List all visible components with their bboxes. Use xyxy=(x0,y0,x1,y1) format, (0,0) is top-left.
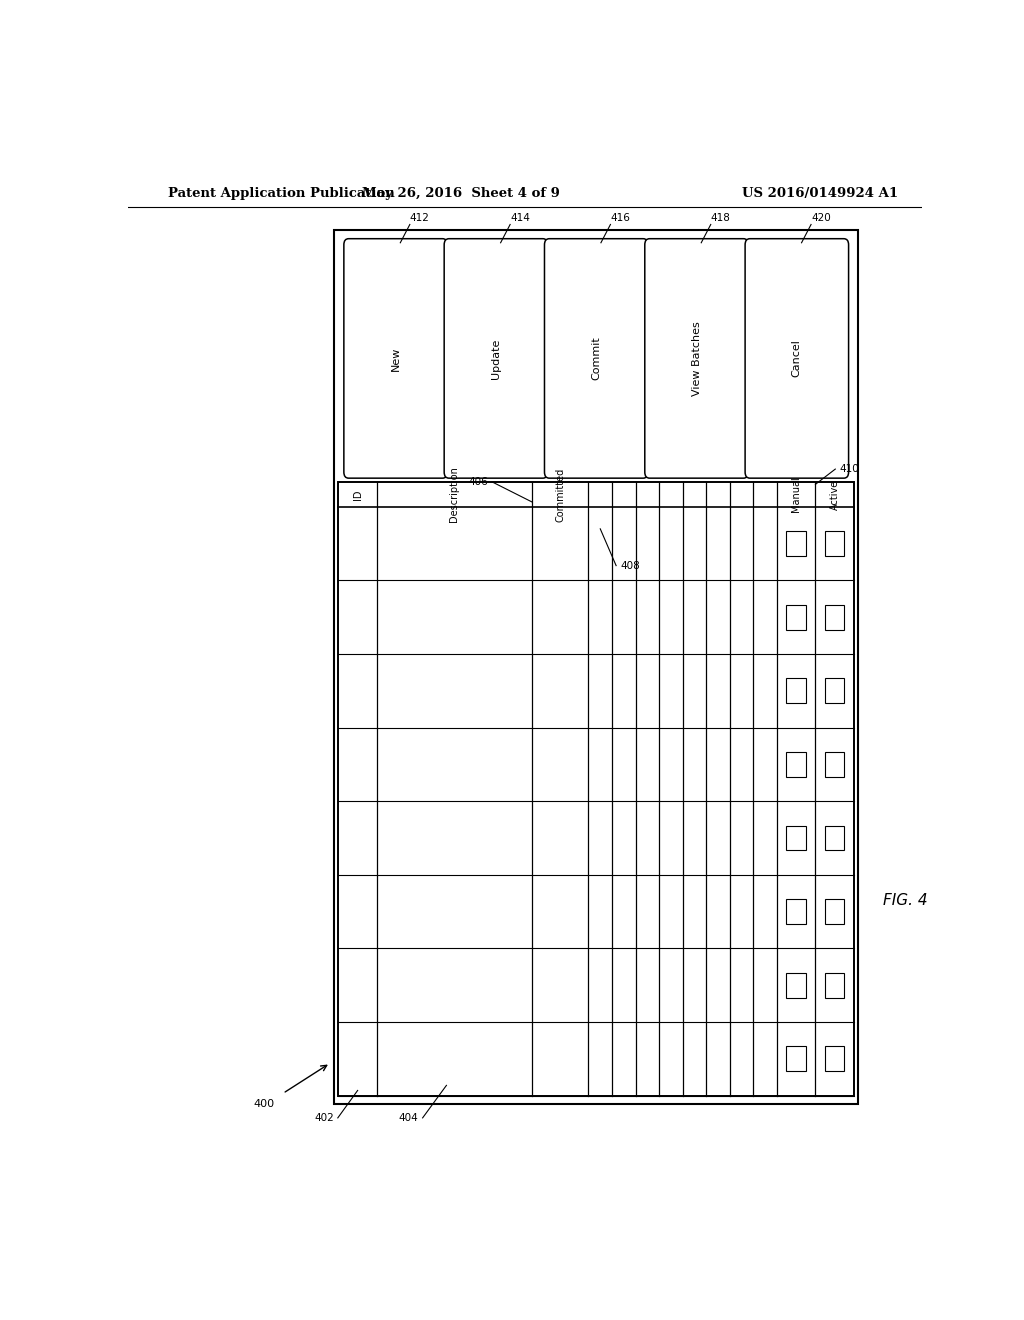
Bar xyxy=(825,531,845,556)
Text: Manual: Manual xyxy=(792,477,801,512)
FancyBboxPatch shape xyxy=(645,239,749,478)
Text: View Batches: View Batches xyxy=(691,321,701,396)
Bar xyxy=(338,482,854,1096)
Text: 412: 412 xyxy=(410,214,430,223)
Text: 408: 408 xyxy=(621,561,640,570)
Text: Update: Update xyxy=(490,338,501,379)
Bar xyxy=(786,825,806,850)
Bar xyxy=(825,678,845,704)
Text: 404: 404 xyxy=(399,1113,419,1123)
Bar xyxy=(786,899,806,924)
Bar xyxy=(825,899,845,924)
Text: May 26, 2016  Sheet 4 of 9: May 26, 2016 Sheet 4 of 9 xyxy=(362,187,560,201)
Bar xyxy=(786,678,806,704)
FancyBboxPatch shape xyxy=(444,239,548,478)
Bar xyxy=(825,825,845,850)
Text: Active: Active xyxy=(829,479,840,510)
Text: 416: 416 xyxy=(610,214,631,223)
Text: Commit: Commit xyxy=(591,337,601,380)
Bar xyxy=(825,605,845,630)
Text: 418: 418 xyxy=(711,214,731,223)
Text: US 2016/0149924 A1: US 2016/0149924 A1 xyxy=(741,187,898,201)
Text: Cancel: Cancel xyxy=(792,339,802,378)
Text: ID: ID xyxy=(352,490,362,500)
Bar xyxy=(334,230,858,1104)
Bar xyxy=(786,973,806,998)
Bar xyxy=(786,1047,806,1071)
FancyBboxPatch shape xyxy=(745,239,849,478)
Bar xyxy=(786,752,806,776)
Text: New: New xyxy=(390,346,400,371)
Bar xyxy=(786,605,806,630)
Text: Patent Application Publication: Patent Application Publication xyxy=(168,187,394,201)
Bar xyxy=(825,973,845,998)
FancyBboxPatch shape xyxy=(545,239,648,478)
Text: 400: 400 xyxy=(254,1098,274,1109)
Text: 402: 402 xyxy=(314,1113,334,1123)
Bar xyxy=(825,752,845,776)
Text: 410: 410 xyxy=(840,465,859,474)
Text: 414: 414 xyxy=(510,214,530,223)
Bar xyxy=(786,531,806,556)
FancyBboxPatch shape xyxy=(344,239,447,478)
Text: 406: 406 xyxy=(468,477,488,487)
Text: Committed: Committed xyxy=(555,467,565,521)
Text: Description: Description xyxy=(450,466,460,523)
Text: 420: 420 xyxy=(811,214,830,223)
Text: FIG. 4: FIG. 4 xyxy=(884,892,928,908)
Bar xyxy=(825,1047,845,1071)
